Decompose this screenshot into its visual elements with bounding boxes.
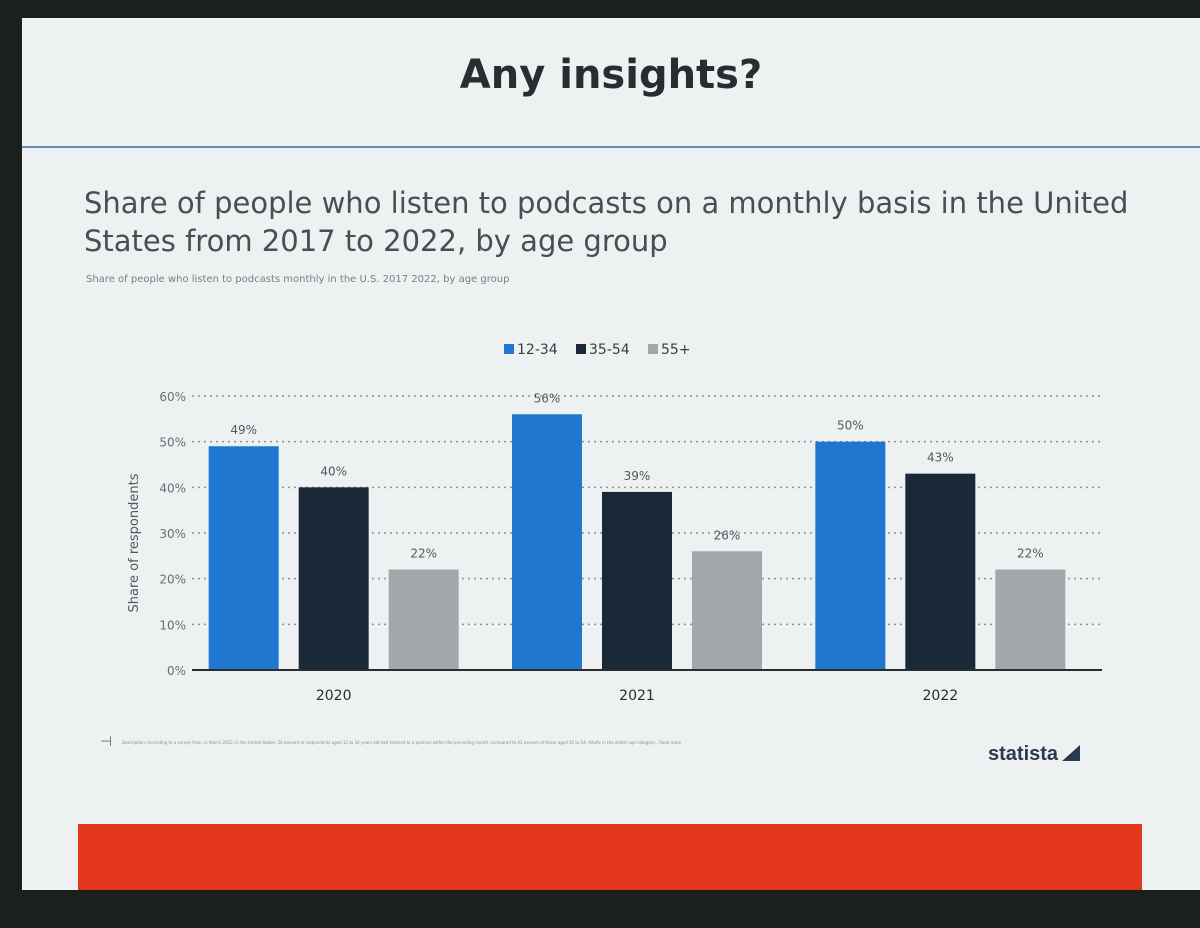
slide: Any insights? Share of people who listen… [22,18,1200,890]
x-tick-label: 2022 [923,688,959,704]
bar-2022-35-54 [905,473,976,670]
bar-2020-55+ [388,569,459,670]
x-axis-ticks: 2020 2021 2022 [316,688,958,704]
y-tick-label: 60% [159,390,186,404]
legend-swatch [648,344,658,354]
data-label: 26% [714,528,741,542]
data-label: 40% [320,464,347,478]
bar-2021-12-34 [512,414,582,670]
bar-chart: 0% 10% 20% 30% 40% 50% 60% 49% 40% 22% 56% 39% 26% 5… [127,342,1102,704]
info-icon[interactable]: ⊣ [100,734,113,750]
statista-logo: statista [988,743,1081,766]
slide-title: Any insights? [459,52,763,98]
chart-subtitle: Share of people who listen to podcasts m… [86,274,510,285]
x-tick-label: 2020 [316,688,352,704]
legend-label: 35-54 [589,342,630,358]
bar-2021-35-54 [602,491,672,670]
legend-swatch [504,344,514,354]
chart-footnote: Description: According to a survey from,… [122,740,681,745]
data-label: 50% [837,419,864,433]
logo-text: statista [988,743,1059,765]
statista-logo-icon [1062,745,1081,761]
bar-2021-55+ [692,551,762,670]
y-tick-label: 30% [159,527,186,541]
data-label: 39% [624,469,651,483]
data-label: 22% [410,547,437,561]
legend-label: 12-34 [517,342,558,358]
chart-title: Share of people who listen to podcasts o… [84,186,1129,258]
data-label: 56% [534,391,561,405]
bar-2022-12-34 [815,441,886,670]
y-axis-label: Share of respondents [127,473,142,612]
data-label: 49% [230,423,257,437]
y-tick-label: 0% [167,664,186,678]
legend: 12-34 35-54 55+ [504,342,691,358]
data-label: 43% [927,451,954,465]
y-tick-label: 10% [159,618,186,632]
y-axis-ticks: 0% 10% 20% 30% 40% 50% 60% [159,390,186,678]
footer-band [78,824,1142,890]
data-label: 22% [1017,547,1044,561]
data-labels: 49% 40% 22% 56% 39% 26% 50% 43% 22% [230,391,1043,560]
bar-2020-35-54 [298,487,369,670]
y-tick-label: 40% [159,481,186,495]
legend-label: 55+ [661,342,691,358]
title-divider [22,146,1200,148]
y-tick-label: 50% [159,436,186,450]
bars [208,414,1066,670]
bar-2022-55+ [995,569,1066,670]
legend-swatch [576,344,586,354]
x-tick-label: 2021 [619,688,655,704]
y-tick-label: 20% [159,573,186,587]
bar-2020-12-34 [208,446,279,670]
